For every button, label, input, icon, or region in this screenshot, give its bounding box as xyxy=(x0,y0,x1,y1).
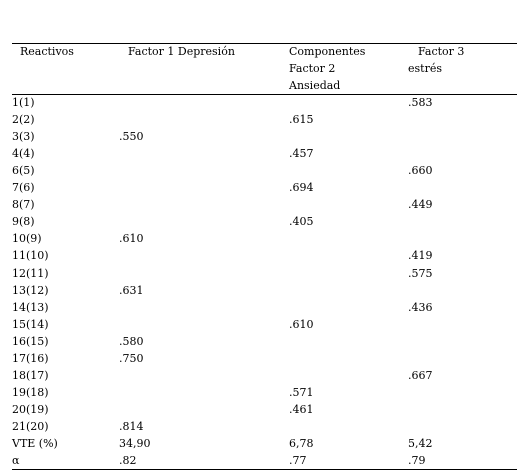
row-label: 13(12) xyxy=(12,283,49,297)
row-label: 2(2) xyxy=(12,113,35,127)
row-label: 1(1) xyxy=(12,96,35,109)
table-cell: 34,90 xyxy=(119,437,151,450)
table-cell: .694 xyxy=(289,181,314,195)
header-cell: Reactivos xyxy=(20,45,74,58)
row-label: 20(19) xyxy=(12,402,49,416)
row-label: 3(3) xyxy=(12,130,35,144)
table-cell: .550 xyxy=(119,130,144,144)
header-rule xyxy=(12,94,517,95)
table-cell: .750 xyxy=(119,351,144,365)
row-label: 21(20) xyxy=(12,419,49,433)
table-cell: .461 xyxy=(289,402,314,416)
row-label: 9(8) xyxy=(12,215,35,229)
header-cell: Componentes xyxy=(289,45,366,58)
table-cell: .571 xyxy=(289,385,314,399)
bottom-rule xyxy=(12,469,517,470)
table-cell: .575 xyxy=(408,266,433,280)
row-label: 7(6) xyxy=(12,181,35,195)
table-cell: .660 xyxy=(408,164,433,178)
row-label: 15(14) xyxy=(12,317,49,331)
table-cell: .615 xyxy=(289,113,314,127)
table-cell: .82 xyxy=(119,454,137,468)
row-label: 14(13) xyxy=(12,300,49,314)
table-cell: 5,42 xyxy=(408,437,433,450)
table-cell: .814 xyxy=(119,419,144,433)
row-label: 17(16) xyxy=(12,351,49,365)
table-cell: .77 xyxy=(289,454,307,468)
table-cell: .580 xyxy=(119,334,144,348)
table-cell: .610 xyxy=(289,317,314,331)
header-cell: estrés xyxy=(408,62,442,75)
table-cell: .457 xyxy=(289,147,314,161)
row-label: 12(11) xyxy=(12,266,49,280)
table-cell: .436 xyxy=(408,300,433,314)
table-cell: 6,78 xyxy=(289,437,314,450)
table-cell: .667 xyxy=(408,368,433,382)
row-label: 18(17) xyxy=(12,368,49,382)
header-cell: Factor 2 xyxy=(289,62,336,75)
header-cell: Ansiedad xyxy=(289,79,341,92)
row-label: 6(5) xyxy=(12,164,35,178)
row-label: 11(10) xyxy=(12,249,49,263)
table-cell: .631 xyxy=(119,283,144,297)
row-label: 8(7) xyxy=(12,198,35,212)
table-cell: .610 xyxy=(119,232,144,246)
row-label: α xyxy=(12,454,20,468)
table-cell: .79 xyxy=(408,454,426,468)
table-cell: .583 xyxy=(408,96,433,109)
header-cell: Factor 3 xyxy=(418,45,465,58)
row-label: 4(4) xyxy=(12,147,35,161)
header-cell: Factor 1 Depresión xyxy=(128,45,235,58)
row-label: 19(18) xyxy=(12,385,49,399)
top-rule xyxy=(12,43,517,44)
row-label: 16(15) xyxy=(12,334,49,348)
table-cell: .405 xyxy=(289,215,314,229)
table-cell: .419 xyxy=(408,249,433,263)
row-label: 10(9) xyxy=(12,232,42,246)
table-cell: .449 xyxy=(408,198,433,212)
row-label: VTE (%) xyxy=(12,437,58,450)
